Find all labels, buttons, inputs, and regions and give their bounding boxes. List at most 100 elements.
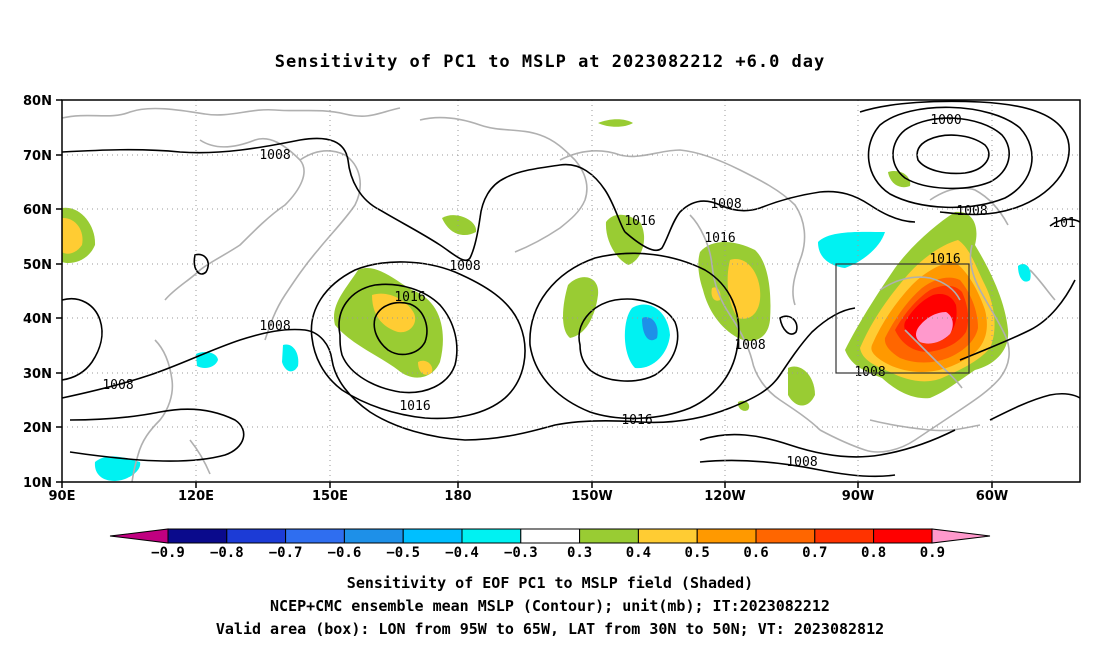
contour-label: 1008 — [734, 338, 765, 353]
lat-labels: 80N 70N 60N 50N 40N 30N 20N 10N — [23, 94, 52, 491]
colorbar-label: −0.4 — [445, 545, 479, 561]
positive-shade-region — [788, 366, 815, 406]
contour-label: 1008 — [710, 197, 741, 212]
negative-shade-region — [94, 456, 141, 481]
colorbar-box — [285, 528, 345, 544]
colorbar-box — [226, 528, 287, 544]
mslp-contour — [61, 137, 626, 262]
colorbar-label: −0.9 — [151, 545, 185, 561]
colorbar-label: −0.6 — [328, 545, 362, 561]
colorbar-boxes — [167, 528, 933, 544]
graticule — [62, 100, 1080, 482]
mslp-contour — [916, 134, 990, 175]
caption-line-3: Valid area (box): LON from 95W to 65W, L… — [216, 620, 884, 638]
lat-label: 40N — [23, 312, 52, 327]
negative-shade-region — [642, 317, 658, 341]
contour-label: 1016 — [624, 214, 655, 229]
coastline — [904, 329, 963, 389]
coastline — [61, 107, 401, 119]
colorbar-box — [637, 528, 698, 544]
contour-label: 1008 — [259, 319, 290, 334]
coastline — [819, 244, 1010, 453]
positive-shade-region — [62, 217, 83, 254]
lat-label: 70N — [23, 149, 52, 164]
colorbar-box — [167, 528, 228, 544]
contour-label: 1008 — [102, 378, 133, 393]
mslp-contour — [867, 106, 1033, 209]
lon-labels: 90E 120E 150E 180 150W 120W 90W 60W — [49, 489, 1009, 504]
colorbar-left-tip — [109, 528, 169, 544]
colorbar-label: 0.3 — [567, 545, 592, 561]
lon-label: 60W — [976, 489, 1008, 504]
mslp-contour — [989, 392, 1081, 421]
mslp-contour — [193, 253, 210, 275]
lon-label: 120E — [178, 489, 214, 504]
mslp-contour — [779, 315, 798, 335]
colorbar-box — [755, 528, 816, 544]
lon-label: 150W — [571, 489, 612, 504]
colorbar-label: 0.9 — [920, 545, 945, 561]
positive-shade-region — [598, 119, 633, 127]
contour-label: 1016 — [394, 290, 425, 305]
positive-shade-region — [605, 214, 645, 265]
contour-label: 1008 — [786, 455, 817, 470]
coastline — [189, 439, 211, 475]
negative-shade-region — [818, 231, 885, 268]
mslp-contour — [624, 190, 916, 252]
colorbar-label: 0.6 — [743, 545, 768, 561]
colorbar-label: 0.5 — [685, 545, 710, 561]
contour-label: 1016 — [621, 413, 652, 428]
mslp-contours — [61, 100, 1081, 478]
positive-shade-region — [888, 170, 911, 188]
positive-shade-region — [915, 312, 953, 344]
mslp-contour — [859, 100, 1070, 216]
contour-label: 1016 — [399, 399, 430, 414]
mslp-contour — [310, 261, 526, 420]
lat-label: 80N — [23, 94, 52, 109]
mslp-contour — [699, 459, 896, 478]
contour-label: 1000 — [930, 113, 961, 128]
positive-shade-region — [442, 215, 477, 236]
colorbar-box — [696, 528, 757, 544]
map-panel: 1000 1008 1008 1016 1008 1016 1008 1016 … — [23, 94, 1081, 504]
mslp-contour — [959, 279, 1076, 361]
mslp-contour — [69, 408, 245, 462]
coastline — [1029, 269, 1056, 301]
colorbar-label: 0.4 — [626, 545, 651, 561]
colorbar-label: −0.7 — [269, 545, 303, 561]
coastline — [869, 419, 981, 432]
mslp-contour — [61, 298, 103, 381]
coastline — [689, 214, 821, 431]
negative-shade-region — [196, 352, 218, 368]
lat-label: 10N — [23, 476, 52, 491]
lat-label: 60N — [23, 203, 52, 218]
mslp-contour — [892, 117, 1010, 190]
lat-label: 50N — [23, 258, 52, 273]
colorbar-label: −0.3 — [504, 545, 538, 561]
mslp-contour — [578, 298, 679, 382]
colorbar-box — [461, 528, 522, 544]
lon-label: 120W — [704, 489, 745, 504]
colorbar: −0.9 −0.8 −0.7 −0.6 −0.5 −0.4 −0.3 0.3 0.4 0.5 0.6… — [109, 528, 991, 561]
contour-label: 1008 — [259, 148, 290, 163]
colorbar-box — [873, 528, 933, 544]
contour-labels: 1000 1008 1008 1016 1008 1016 1008 1016 … — [102, 113, 1075, 470]
mslp-contour — [699, 429, 956, 458]
positive-shade-region — [418, 360, 433, 375]
caption-line-2: NCEP+CMC ensemble mean MSLP (Contour); u… — [270, 597, 830, 615]
negative-shade-region — [1018, 263, 1031, 282]
mslp-contour — [529, 252, 740, 420]
contour-label: 101 — [1052, 216, 1075, 231]
coastline — [879, 276, 961, 301]
shaded-sensitivity — [62, 119, 1031, 481]
mslp-contour — [1049, 218, 1081, 227]
lon-label: 150E — [312, 489, 348, 504]
colorbar-box — [579, 528, 639, 544]
axis-ticks — [56, 99, 993, 488]
positive-shade-region — [563, 277, 599, 338]
lon-label: 90W — [842, 489, 874, 504]
colorbar-box — [814, 528, 875, 544]
negative-shade-region — [282, 344, 299, 372]
colorbar-label: −0.8 — [210, 545, 244, 561]
